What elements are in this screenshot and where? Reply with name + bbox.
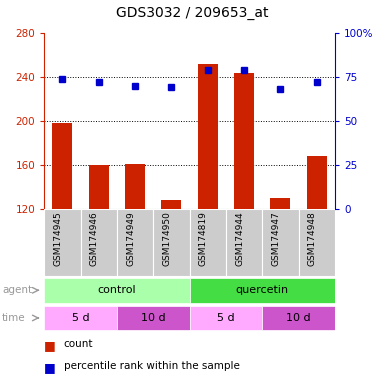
Text: GSM174947: GSM174947: [271, 211, 280, 266]
Text: GSM174949: GSM174949: [126, 211, 135, 266]
Bar: [44, 306, 117, 330]
Bar: [161, 200, 181, 209]
Bar: [125, 164, 145, 209]
Bar: [307, 156, 327, 209]
Bar: [52, 123, 72, 209]
Bar: [226, 209, 262, 276]
Bar: [262, 306, 335, 330]
Text: 10 d: 10 d: [286, 313, 311, 323]
Text: GDS3032 / 209653_at: GDS3032 / 209653_at: [116, 7, 269, 20]
Text: quercetin: quercetin: [236, 285, 289, 295]
Text: time: time: [2, 313, 25, 323]
Bar: [262, 209, 299, 276]
Bar: [44, 278, 190, 303]
Text: GSM174819: GSM174819: [199, 211, 208, 266]
Text: ■: ■: [44, 361, 56, 374]
Text: 5 d: 5 d: [217, 313, 235, 323]
Text: percentile rank within the sample: percentile rank within the sample: [64, 361, 239, 371]
Text: agent: agent: [2, 285, 32, 295]
Text: GSM174946: GSM174946: [90, 211, 99, 266]
Bar: [44, 209, 80, 276]
Text: control: control: [98, 285, 136, 295]
Bar: [117, 209, 153, 276]
Text: 10 d: 10 d: [141, 313, 166, 323]
Bar: [190, 306, 262, 330]
Text: 5 d: 5 d: [72, 313, 89, 323]
Bar: [198, 63, 218, 209]
Bar: [270, 198, 290, 209]
Bar: [89, 165, 109, 209]
Text: ■: ■: [44, 339, 56, 353]
Bar: [190, 278, 335, 303]
Bar: [299, 209, 335, 276]
Text: GSM174944: GSM174944: [235, 211, 244, 266]
Bar: [117, 306, 190, 330]
Bar: [153, 209, 189, 276]
Bar: [80, 209, 117, 276]
Bar: [234, 73, 254, 209]
Text: GSM174948: GSM174948: [308, 211, 317, 266]
Text: GSM174945: GSM174945: [54, 211, 62, 266]
Text: GSM174950: GSM174950: [162, 211, 171, 266]
Bar: [190, 209, 226, 276]
Text: count: count: [64, 339, 93, 349]
